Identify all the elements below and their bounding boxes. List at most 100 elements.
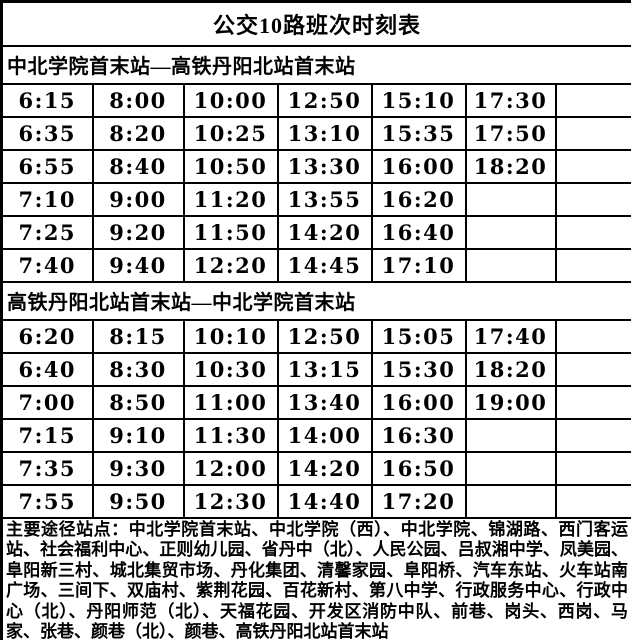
empty-cell: [554, 450, 631, 486]
time-cell: 11:30: [182, 417, 279, 453]
time-row: 6:20 8:15 10:10 12:50 15:05 17:40: [0, 318, 631, 354]
time-row: 6:15 8:00 10:00 12:50 15:10 17:30: [0, 82, 631, 118]
time-cell: 12:50: [276, 82, 373, 118]
time-cell: 16:00: [370, 148, 467, 184]
time-cell: 10:00: [182, 82, 279, 118]
time-cell: 15:35: [370, 115, 467, 151]
empty-cell: [554, 417, 631, 453]
empty-cell: [464, 214, 557, 250]
time-cell: 7:35: [0, 450, 94, 486]
time-cell: 10:50: [182, 148, 279, 184]
time-cell: 17:10: [370, 247, 467, 283]
time-cell: 8:00: [91, 82, 185, 118]
time-cell: 9:40: [91, 247, 185, 283]
time-cell: 7:15: [0, 417, 94, 453]
time-cell: 18:20: [464, 351, 557, 387]
empty-cell: [554, 318, 631, 354]
time-cell: 17:30: [464, 82, 557, 118]
time-row: 6:55 8:40 10:50 13:30 16:00 18:20: [0, 148, 631, 184]
note-row: 主要途径站点：中北学院首末站、中北学院（西）、中北学院、锦湖路、西门客运站、社会…: [0, 516, 631, 640]
time-cell: 9:10: [91, 417, 185, 453]
time-cell: 14:20: [276, 450, 373, 486]
time-cell: 10:10: [182, 318, 279, 354]
time-cell: 12:30: [182, 483, 279, 519]
time-cell: 10:25: [182, 115, 279, 151]
time-cell: 13:10: [276, 115, 373, 151]
note-block: 主要途径站点：中北学院首末站、中北学院（西）、中北学院、锦湖路、西门客运站、社会…: [0, 516, 631, 640]
time-row: 7:00 8:50 11:00 13:40 16:00 19:00: [0, 384, 631, 420]
time-cell: 6:20: [0, 318, 94, 354]
time-cell: 14:40: [276, 483, 373, 519]
empty-cell: [554, 247, 631, 283]
time-cell: 16:00: [370, 384, 467, 420]
time-cell: 15:30: [370, 351, 467, 387]
time-cell: 16:30: [370, 417, 467, 453]
time-cell: 7:10: [0, 181, 94, 217]
time-cell: 8:30: [91, 351, 185, 387]
time-cell: 8:50: [91, 384, 185, 420]
time-cell: 11:00: [182, 384, 279, 420]
time-cell: 8:15: [91, 318, 185, 354]
section-1-header-block: 高铁丹阳北站首末站—中北学院首末站: [0, 280, 631, 321]
time-cell: 6:40: [0, 351, 94, 387]
empty-cell: [554, 82, 631, 118]
section-1-header: 高铁丹阳北站首末站—中北学院首末站: [0, 280, 631, 321]
time-row: 7:25 9:20 11:50 14:20 16:40: [0, 214, 631, 250]
time-row: 7:10 9:00 11:20 13:55 16:20: [0, 181, 631, 217]
section-0-header-block: 中北学院首末站—高铁丹阳北站首末站: [0, 44, 631, 85]
time-cell: 14:45: [276, 247, 373, 283]
time-cell: 8:40: [91, 148, 185, 184]
time-cell: 18:20: [464, 148, 557, 184]
time-cell: 9:00: [91, 181, 185, 217]
time-row: 7:40 9:40 12:20 14:45 17:10: [0, 247, 631, 283]
section-header-row: 中北学院首末站—高铁丹阳北站首末站: [0, 44, 631, 85]
empty-cell: [554, 351, 631, 387]
time-row: 6:40 8:30 10:30 13:15 15:30 18:20: [0, 351, 631, 387]
time-row: 6:35 8:20 10:25 13:10 15:35 17:50: [0, 115, 631, 151]
title-row: 公交10路班次时刻表: [0, 0, 631, 47]
time-cell: 7:25: [0, 214, 94, 250]
time-cell: 19:00: [464, 384, 557, 420]
time-cell: 15:05: [370, 318, 467, 354]
empty-cell: [464, 181, 557, 217]
time-cell: 14:00: [276, 417, 373, 453]
empty-cell: [554, 148, 631, 184]
time-cell: 16:20: [370, 181, 467, 217]
empty-cell: [554, 214, 631, 250]
empty-cell: [554, 181, 631, 217]
section-1-times: 6:20 8:15 10:10 12:50 15:05 17:40 6:40 8:30 10:3…: [0, 318, 631, 519]
time-cell: 16:40: [370, 214, 467, 250]
time-cell: 6:55: [0, 148, 94, 184]
time-cell: 9:50: [91, 483, 185, 519]
time-cell: 11:20: [182, 181, 279, 217]
time-cell: 8:20: [91, 115, 185, 151]
time-cell: 6:15: [0, 82, 94, 118]
time-cell: 9:30: [91, 450, 185, 486]
time-cell: 17:40: [464, 318, 557, 354]
title-block: 公交10路班次时刻表: [0, 0, 631, 47]
empty-cell: [554, 483, 631, 519]
time-cell: 10:30: [182, 351, 279, 387]
time-cell: 7:40: [0, 247, 94, 283]
empty-cell: [464, 247, 557, 283]
route-stops-note: 主要途径站点：中北学院首末站、中北学院（西）、中北学院、锦湖路、西门客运站、社会…: [0, 516, 631, 640]
time-cell: 9:20: [91, 214, 185, 250]
time-cell: 11:50: [182, 214, 279, 250]
time-cell: 17:20: [370, 483, 467, 519]
section-header-row: 高铁丹阳北站首末站—中北学院首末站: [0, 280, 631, 321]
time-cell: 13:55: [276, 181, 373, 217]
time-cell: 14:20: [276, 214, 373, 250]
time-cell: 16:50: [370, 450, 467, 486]
empty-cell: [464, 483, 557, 519]
time-cell: 17:50: [464, 115, 557, 151]
time-cell: 12:20: [182, 247, 279, 283]
time-cell: 7:00: [0, 384, 94, 420]
section-0-header: 中北学院首末站—高铁丹阳北站首末站: [0, 44, 631, 85]
time-cell: 7:55: [0, 483, 94, 519]
empty-cell: [554, 115, 631, 151]
time-cell: 13:40: [276, 384, 373, 420]
time-row: 7:15 9:10 11:30 14:00 16:30: [0, 417, 631, 453]
time-cell: 12:00: [182, 450, 279, 486]
time-cell: 13:30: [276, 148, 373, 184]
